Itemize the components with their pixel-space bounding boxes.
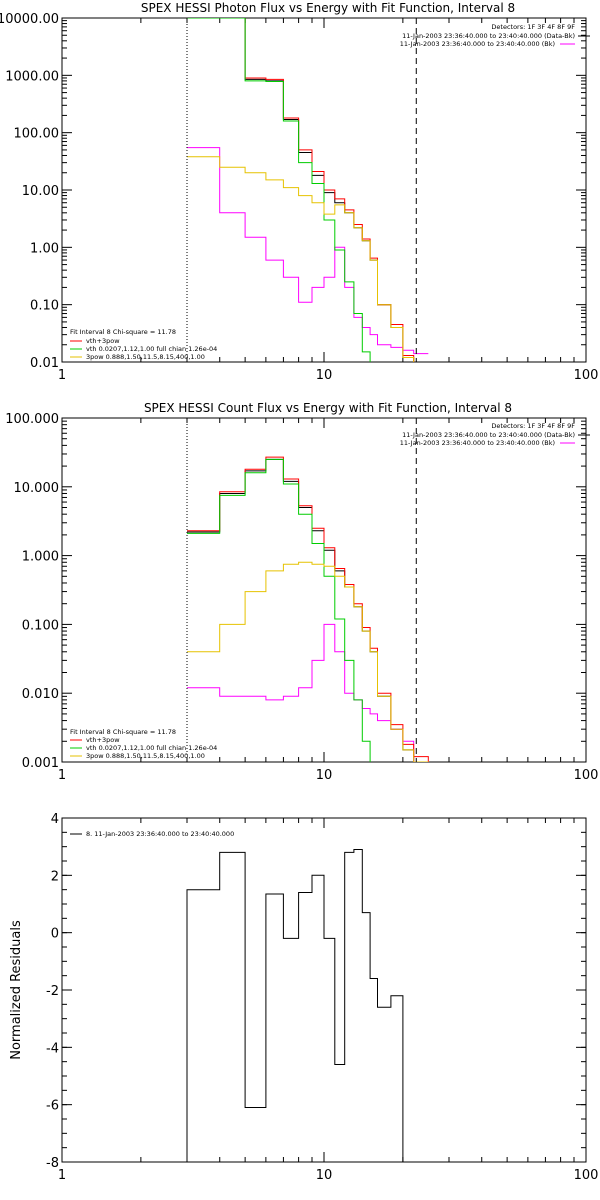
plot-frame <box>61 817 587 1163</box>
info-text: Detectors: 1F 3F 4F 8F 9F <box>491 422 575 430</box>
series-bk <box>187 147 429 355</box>
info-text: 11-Jan-2003 23:36:40.000 to 23:40:40.000… <box>400 40 555 48</box>
y-tick-label: 1000.00 <box>5 69 59 84</box>
photon-flux-panel: SPEX HESSI Photon Flux vs Energy with Fi… <box>0 1 598 383</box>
legend-title: Fit Interval 8 Chi-square = 11.78 <box>70 728 176 736</box>
series-8-11-jan-2003-23-36-40-000-to-23-40-40-000 <box>186 849 404 1162</box>
x-tick-label: 1 <box>58 368 66 383</box>
info-text: Detectors: 1F 3F 4F 8F 9F <box>491 23 575 31</box>
photon-flux-markers <box>186 18 417 362</box>
y-axis-label: Normalized Residuals <box>9 920 24 1060</box>
photon-flux-series <box>187 18 429 362</box>
count-flux-panel: SPEX HESSI Count Flux vs Energy with Fit… <box>5 401 598 783</box>
info-box: Detectors: 1F 3F 4F 8F 9F 11-Jan-2003 23… <box>400 422 590 447</box>
legend: Fit Interval 8 Chi-square = 11.78 vth+3p… <box>70 328 217 361</box>
legend: 8. 11-Jan-2003 23:36:40.000 to 23:40:40.… <box>70 830 234 838</box>
residuals-axes: 1 10 100 -8 -6 -4 -2 0 2 4 <box>46 812 598 1183</box>
y-tick-label: -2 <box>46 984 59 999</box>
info-box: Detectors: 1F 3F 4F 8F 9F 11-Jan-2003 23… <box>400 23 590 48</box>
legend-entry: 8. 11-Jan-2003 23:36:40.000 to 23:40:40.… <box>86 830 234 838</box>
series-3pow-0-888-1-50-11-5-8-15-400-1-00 <box>187 561 429 762</box>
y-tick-label: -8 <box>46 1156 59 1171</box>
x-tick-label: 100 <box>574 368 599 383</box>
x-tick-label: 10 <box>316 368 333 383</box>
count-flux-axes: 1 10 100 0.001 0.010 0.100 1.000 10.000 100.000 <box>5 412 598 783</box>
y-tick-label: 0.010 <box>22 687 59 702</box>
residuals-series <box>186 849 404 1162</box>
legend-title: Fit Interval 8 Chi-square = 11.78 <box>70 328 176 336</box>
x-tick-label: 10 <box>316 1168 333 1183</box>
series-vth-0-0207-1-12-1-00-full-chian-1-26e-04 <box>187 458 371 762</box>
y-tick-label: 4 <box>51 812 59 827</box>
x-tick-label: 100 <box>574 768 599 783</box>
y-tick-label: 0.01 <box>30 356 59 371</box>
y-tick-label: -4 <box>46 1041 59 1056</box>
legend-entry: vth+3pow <box>86 337 120 345</box>
y-tick-label: 100.000 <box>5 412 59 427</box>
series-vth-0-0207-1-12-1-00-full-chian-1-26e-04 <box>187 18 371 362</box>
y-tick-label: 1.00 <box>30 241 59 256</box>
x-tick-label: 1 <box>58 1168 66 1183</box>
info-text: 11-Jan-2003 23:36:40.000 to 23:40:40.000… <box>400 439 555 447</box>
legend-entry: 3pow 0.888,1.50,11.5,8.15,400,1.00 <box>86 353 205 361</box>
x-tick-label: 10 <box>316 768 333 783</box>
legend-entry: 3pow 0.888,1.50,11.5,8.15,400,1.00 <box>86 752 205 760</box>
series-vth-3pow <box>187 456 429 762</box>
y-tick-label: 2 <box>51 869 59 884</box>
residuals-panel: 1 10 100 -8 -6 -4 -2 0 2 4 Normalized Residuals 8… <box>9 812 598 1183</box>
chart-title: SPEX HESSI Count Flux vs Energy with Fit… <box>144 401 512 415</box>
legend-entry: vth 0.0207,1.12,1.00 full chian 1.26e-04 <box>86 345 217 353</box>
y-tick-label: 0.10 <box>30 299 59 314</box>
count-flux-series <box>187 456 429 762</box>
y-tick-label: 100.00 <box>14 127 60 142</box>
y-tick-label: 10.00 <box>22 184 59 199</box>
y-tick-label: 0.001 <box>22 756 59 771</box>
photon-flux-axes: 1 10 100 0.01 0.10 1.00 10.00 100.00 1000.00 1000… <box>0 12 598 383</box>
y-tick-label: 1.000 <box>22 550 59 565</box>
legend-entry: vth 0.0207,1.12,1.00 full chian 1.26e-04 <box>86 744 217 752</box>
y-tick-label: 10000.00 <box>0 12 59 27</box>
info-text: 11-Jan-2003 23:36:40.000 to 23:40:40.000… <box>402 32 575 40</box>
plot-frame <box>61 417 587 763</box>
y-tick-label: -6 <box>46 1099 59 1114</box>
y-tick-label: 0 <box>51 927 59 942</box>
series-data-bk <box>187 18 415 362</box>
series-data-bk <box>187 458 429 762</box>
y-tick-label: 0.100 <box>22 618 59 633</box>
y-tick-label: 10.000 <box>14 481 60 496</box>
legend: Fit Interval 8 Chi-square = 11.78 vth+3p… <box>70 728 217 760</box>
info-text: 11-Jan-2003 23:36:40.000 to 23:40:40.000… <box>402 431 575 439</box>
chart-title: SPEX HESSI Photon Flux vs Energy with Fi… <box>141 1 515 15</box>
x-tick-label: 1 <box>58 768 66 783</box>
count-flux-markers <box>186 418 417 762</box>
legend-entry: vth+3pow <box>86 736 120 744</box>
series-3pow-0-888-1-50-11-5-8-15-400-1-00 <box>187 156 415 362</box>
x-tick-label: 100 <box>574 1168 599 1183</box>
series-vth-3pow <box>187 18 415 362</box>
